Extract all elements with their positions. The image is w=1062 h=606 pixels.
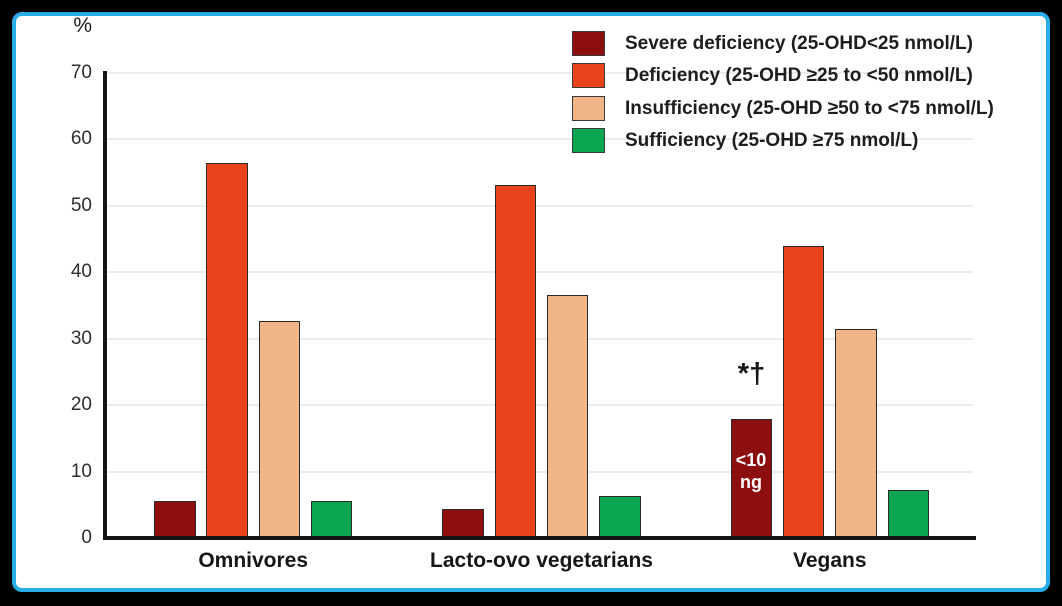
- bar-omnivores-sufficiency: [310, 501, 353, 538]
- x-axis-line: [103, 536, 976, 540]
- bar-vegans-insufficiency: [835, 329, 877, 538]
- y-tick-label-60: 60: [70, 128, 92, 150]
- legend-label-sufficiency: Sufficiency (25-OHD ≥75 nmol/L): [625, 130, 919, 152]
- bar-vegans-deficiency: [782, 246, 825, 538]
- legend-label-deficiency: Deficiency (25-OHD ≥25 to <50 nmol/L): [625, 65, 973, 87]
- y-axis-unit-label: %: [73, 14, 92, 37]
- vegan-severe-bar-inner-label: <10 ng: [729, 449, 773, 493]
- legend-swatch-insufficiency: [572, 95, 605, 121]
- y-tick-label-0: 0: [81, 527, 92, 548]
- gridline-50: [107, 204, 973, 207]
- legend-label-severe-deficiency: Severe deficiency (25-OHD<25 nmol/L): [625, 33, 973, 54]
- legend-swatch-deficiency: [572, 63, 605, 89]
- gridline-60: [107, 138, 973, 141]
- bar-lacto-ovo-vegetarians-insufficiency: [546, 294, 589, 538]
- legend-swatch-sufficiency: [572, 128, 605, 154]
- legend-label-insufficiency: Insufficiency (25-OHD ≥50 to <75 nmol/L): [625, 97, 994, 119]
- y-tick-label-70: 70: [70, 62, 92, 83]
- bar-lacto-ovo-vegetarians-deficiency: [494, 185, 537, 538]
- y-axis-line: [103, 71, 107, 540]
- gridline-30: [107, 337, 973, 340]
- y-tick-label-30: 30: [70, 327, 92, 349]
- inner-label-line1: <10: [735, 450, 767, 470]
- gridline-40: [107, 271, 973, 274]
- bar-omnivores-insufficiency: [258, 321, 301, 538]
- legend-swatch-severe-deficiency: [572, 31, 605, 56]
- gridline-10: [107, 470, 973, 473]
- y-tick-label-20: 20: [70, 394, 92, 416]
- inner-label-line2: ng: [740, 472, 762, 492]
- bar-vegans-sufficiency: [887, 490, 929, 538]
- bar-vegans-severe-deficiency: [730, 419, 773, 538]
- x-category-label-omnivores: Omnivores: [198, 549, 309, 572]
- gridline-70: [107, 72, 973, 74]
- bar-lacto-ovo-vegetarians-sufficiency: [599, 496, 641, 538]
- y-tick-label-10: 10: [70, 460, 92, 482]
- bar-omnivores-severe-deficiency: [154, 501, 196, 538]
- significance-annotation: *†: [737, 358, 766, 390]
- bar-omnivores-deficiency: [206, 163, 248, 538]
- x-category-label-vegans: Vegans: [793, 549, 867, 572]
- bar-lacto-ovo-vegetarians-severe-deficiency: [442, 509, 484, 538]
- x-category-label-lacto-ovo-vegetarians: Lacto-ovo vegetarians: [430, 549, 653, 572]
- gridline-20: [107, 404, 973, 407]
- y-tick-label-50: 50: [70, 194, 92, 216]
- y-tick-label-40: 40: [70, 261, 92, 283]
